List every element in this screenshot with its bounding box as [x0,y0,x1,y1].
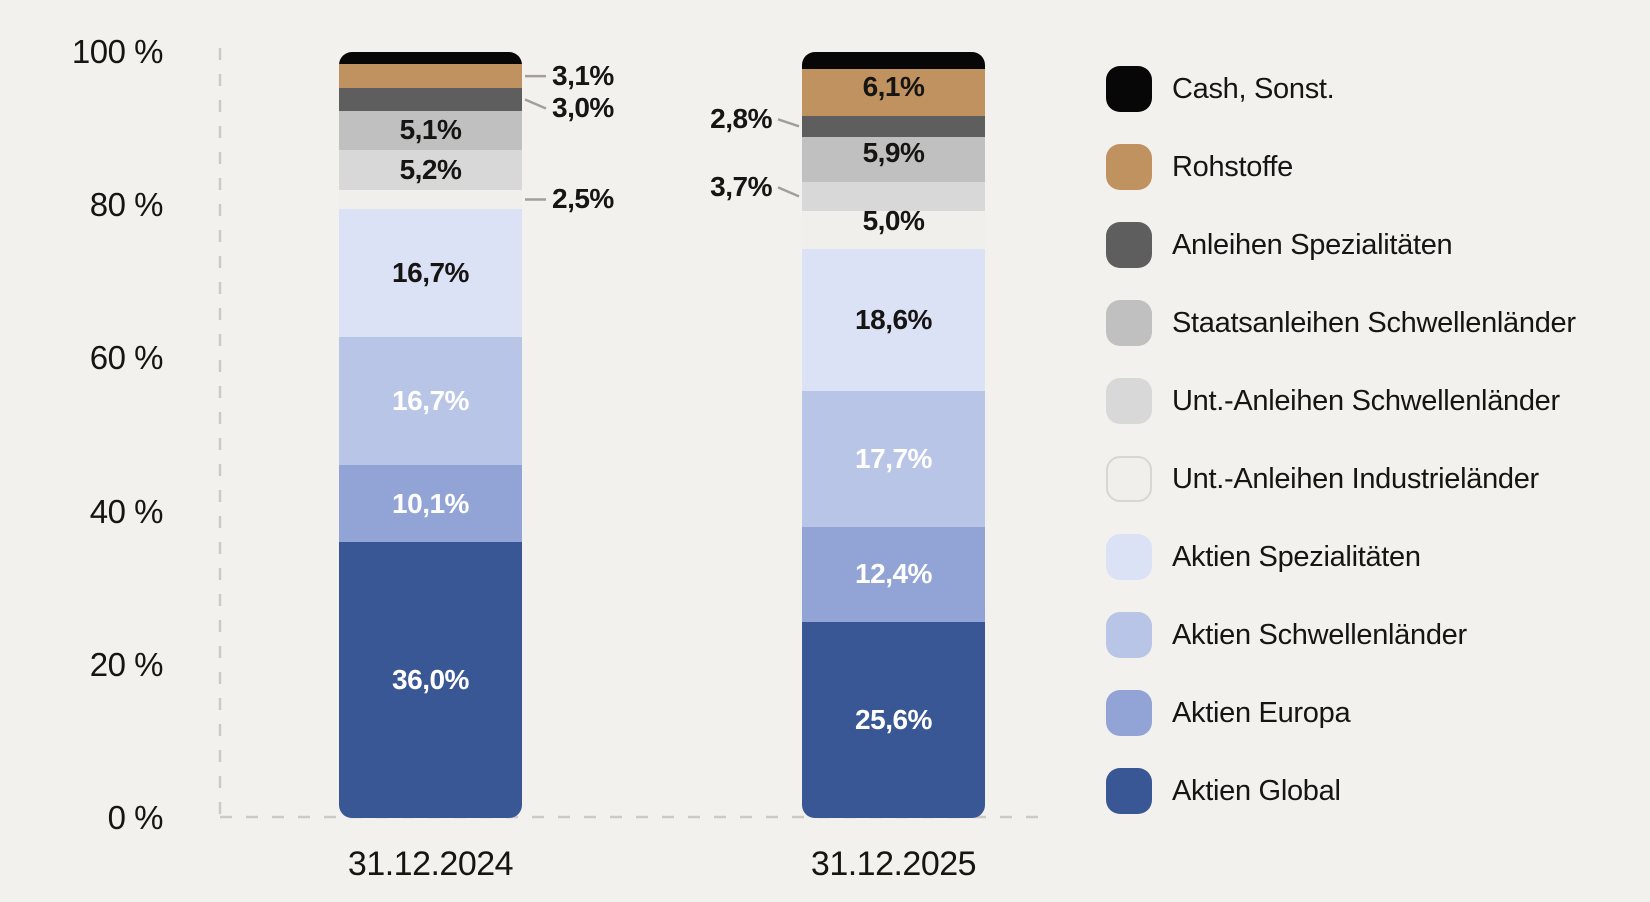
bar-segment-anleihen-spezialit-ten [339,87,522,111]
segment-value-label: 17,7% [855,443,932,475]
stacked-bar-31-12-2025: 6,1% 5,9% 5,0% 18,6% 17,7% 12,4% 25,6% [802,52,985,818]
bar-segment-rohstoffe: 6,1% [802,68,985,116]
legend-item-aktien-global: Aktien Global [1106,768,1341,814]
bar-segment-cash-sonst [339,52,522,65]
legend-item-cash-sonst: Cash, Sonst. [1106,66,1335,112]
y-axis-tick-label: 100 % [71,33,164,70]
legend-label: Unt.-Anleihen Industrieländer [1172,462,1539,495]
callout-connector [524,98,547,110]
legend-label: Unt.-Anleihen Schwellenländer [1172,384,1560,417]
callout-connector [777,118,800,128]
bar-segment-aktien-europa: 12,4% [802,526,985,622]
legend-label: Cash, Sonst. [1172,72,1335,105]
segment-value-label: 16,7% [392,256,469,288]
bar-segment-aktien-global: 36,0% [339,542,522,818]
bar-segment-unt-anleihen-schwellenl-nder: 5,2% [339,150,522,190]
callout-value-label: 2,8% [710,103,772,135]
segment-value-label: 10,1% [392,487,469,519]
legend-swatch [1106,534,1152,580]
legend-item-aktien-europa: Aktien Europa [1106,690,1351,736]
bar-segment-staatsanleihen-schwellenl-nder: 5,1% [339,110,522,151]
x-axis-label: 31.12.2025 [810,845,977,883]
segment-value-label: 36,0% [392,664,469,696]
bar-segment-unt-anleihen-schwellenl-nder [802,182,985,211]
bar-segment-aktien-spezialit-ten: 16,7% [339,208,522,337]
callout-value-label: 3,1% [552,60,614,92]
bar-segment-aktien-schwellenl-nder: 17,7% [802,391,985,527]
legend-item-unt-anleihen-schwellenl-nder: Unt.-Anleihen Schwellenländer [1106,378,1560,424]
legend-item-unt-anleihen-industriel-nder: Unt.-Anleihen Industrieländer [1106,456,1539,502]
legend-swatch [1106,456,1152,502]
legend-item-rohstoffe: Rohstoffe [1106,144,1293,190]
bar-segment-unt-anleihen-industriel-nder [339,189,522,209]
callout-value-label: 3,0% [552,92,614,124]
callout-value-label: 3,7% [710,171,772,203]
legend-label: Staatsanleihen Schwellenländer [1172,306,1576,339]
segment-value-label: 6,1% [862,71,925,103]
bar-segment-cash-sonst [802,52,985,69]
legend-label: Aktien Spezialitäten [1172,540,1421,573]
legend-label: Rohstoffe [1172,150,1293,183]
stacked-bar-31-12-2024: 5,1% 5,2% 16,7% 16,7% 10,1% 36,0% [339,52,522,818]
segment-value-label: 18,6% [855,304,932,336]
bar-segment-staatsanleihen-schwellenl-nder: 5,9% [802,136,985,183]
legend-swatch [1106,66,1152,112]
legend-swatch [1106,690,1152,736]
bar-segment-rohstoffe [339,64,522,88]
legend-swatch [1106,300,1152,346]
legend-label: Anleihen Spezialitäten [1172,228,1453,261]
legend-swatch [1106,378,1152,424]
callout-connector [777,186,800,198]
legend-swatch [1106,612,1152,658]
legend-label: Aktien Global [1172,774,1341,807]
y-axis-tick-label: 20 % [89,645,164,683]
segment-value-label: 12,4% [855,558,932,590]
legend-swatch [1106,144,1152,190]
segment-value-label: 16,7% [392,384,469,416]
y-axis-tick-label: 40 % [89,492,164,530]
legend-swatch [1106,768,1152,814]
bar-segment-aktien-global: 25,6% [802,621,985,818]
x-axis-label: 31.12.2024 [347,845,514,883]
y-axis-tick-label: 60 % [89,339,164,377]
segment-value-label: 5,9% [862,136,925,168]
legend-item-anleihen-spezialit-ten: Anleihen Spezialitäten [1106,222,1453,268]
callout-value-label: 2,5% [552,183,614,215]
legend-label: Aktien Schwellenländer [1172,618,1467,651]
segment-value-label: 5,0% [862,204,925,236]
y-axis-tick-label: 0 % [107,799,164,836]
legend-item-staatsanleihen-schwellenl-nder: Staatsanleihen Schwellenländer [1106,300,1576,346]
legend-swatch [1106,222,1152,268]
legend-item-aktien-spezialit-ten: Aktien Spezialitäten [1106,534,1421,580]
legend-item-aktien-schwellenl-nder: Aktien Schwellenländer [1106,612,1467,658]
segment-value-label: 5,2% [399,153,462,185]
y-axis-tick-label: 80 % [89,186,164,224]
bar-segment-unt-anleihen-industriel-nder: 5,0% [802,205,985,249]
segment-value-label: 25,6% [855,703,932,735]
segment-value-label: 5,1% [399,114,462,146]
bar-segment-aktien-spezialit-ten: 18,6% [802,248,985,392]
bar-segment-anleihen-spezialit-ten [802,115,985,137]
legend-label: Aktien Europa [1172,696,1351,729]
bar-segment-aktien-europa: 10,1% [339,464,522,543]
bar-segment-aktien-schwellenl-nder: 16,7% [339,336,522,465]
